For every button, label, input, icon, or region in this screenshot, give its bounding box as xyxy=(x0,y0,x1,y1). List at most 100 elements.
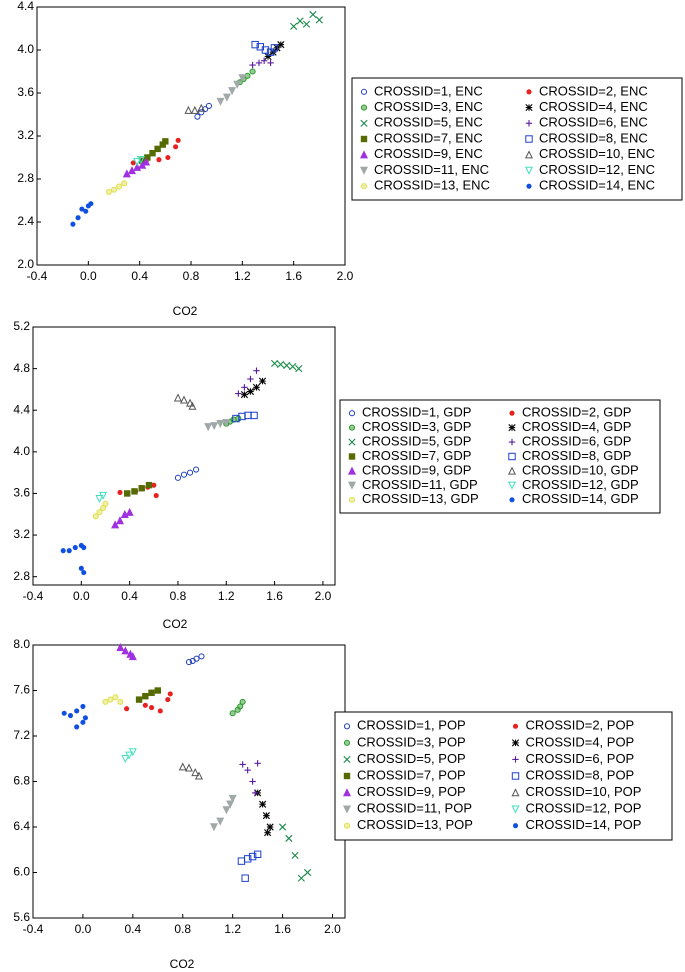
marker xyxy=(241,874,249,882)
y-tick-label: 7.6 xyxy=(13,683,30,697)
marker xyxy=(226,800,235,809)
marker xyxy=(297,874,305,882)
legend-box xyxy=(339,399,661,514)
marker xyxy=(238,74,247,83)
marker xyxy=(184,763,194,772)
marker xyxy=(347,481,357,490)
marker xyxy=(142,702,148,708)
x-tick-label: 0.0 xyxy=(80,269,97,283)
marker xyxy=(526,89,532,95)
marker xyxy=(525,103,533,112)
marker xyxy=(277,360,285,369)
marker xyxy=(74,708,80,714)
legend: CROSSID=1, GDP CROSSID=2, GDP CROSSID=3, G… xyxy=(339,399,661,514)
marker xyxy=(511,739,520,747)
legend-label: CROSSID=3, ENC xyxy=(374,99,483,114)
marker xyxy=(78,565,84,571)
marker xyxy=(210,422,219,431)
marker xyxy=(279,823,287,831)
marker xyxy=(216,420,225,429)
marker xyxy=(343,723,351,730)
legend-label: CROSSID=11, ENC xyxy=(374,162,489,177)
marker xyxy=(154,145,161,153)
x-tick-label: 2.0 xyxy=(324,922,341,936)
marker xyxy=(194,771,203,780)
legend-label: CROSSID=6, GDP xyxy=(522,434,631,449)
marker xyxy=(167,691,173,697)
marker xyxy=(509,410,515,416)
marker xyxy=(264,829,272,837)
legend-label: CROSSID=9, ENC xyxy=(374,146,483,161)
marker xyxy=(186,469,194,476)
marker xyxy=(222,93,231,102)
marker xyxy=(188,401,197,410)
marker xyxy=(125,751,134,760)
legend-box xyxy=(351,77,683,201)
marker xyxy=(228,87,237,96)
marker xyxy=(128,652,137,661)
x-tick-label: -0.4 xyxy=(27,269,48,283)
marker xyxy=(348,424,356,431)
marker xyxy=(525,120,533,127)
marker xyxy=(102,500,109,507)
marker xyxy=(347,466,357,475)
marker xyxy=(249,61,256,69)
marker xyxy=(60,548,66,554)
marker xyxy=(121,755,130,764)
legend-label: CROSSID=12, GDP xyxy=(522,477,639,492)
marker xyxy=(512,723,519,729)
marker xyxy=(157,708,163,714)
marker xyxy=(80,719,86,725)
x-tick-label: 1.6 xyxy=(285,269,302,283)
x-tick-label: 1.6 xyxy=(266,589,283,603)
y-tick-label: 6.0 xyxy=(13,865,30,879)
marker xyxy=(262,812,270,820)
marker xyxy=(116,183,123,190)
marker xyxy=(151,482,157,488)
marker xyxy=(251,789,259,797)
legend-label: CROSSID=8, GDP xyxy=(522,448,631,463)
legend-box xyxy=(334,711,673,841)
marker xyxy=(249,778,256,785)
x-tick-label: -0.4 xyxy=(23,589,44,603)
x-tick-label: 0.4 xyxy=(121,589,138,603)
marker xyxy=(289,362,297,371)
legend-label: CROSSID=13, ENC xyxy=(374,178,490,193)
y-tick-label: 3.2 xyxy=(13,527,30,541)
marker xyxy=(66,548,72,554)
marker xyxy=(526,183,532,189)
marker xyxy=(508,452,516,461)
legend-label: CROSSID=2, POP xyxy=(526,718,635,733)
y-tick-label: 3.6 xyxy=(17,85,34,99)
marker xyxy=(149,705,155,711)
marker xyxy=(235,390,242,397)
marker xyxy=(180,471,188,478)
marker xyxy=(253,850,262,858)
marker xyxy=(248,852,257,861)
marker xyxy=(124,706,130,712)
marker xyxy=(511,788,520,797)
x-tick-label: 0.4 xyxy=(124,922,141,936)
marker xyxy=(173,393,182,402)
marker xyxy=(174,474,182,481)
marker xyxy=(121,646,130,655)
marker xyxy=(342,805,352,814)
marker xyxy=(111,520,120,529)
y-tick-label: 5.2 xyxy=(13,319,30,333)
y-tick-label: 6.4 xyxy=(13,819,30,833)
marker xyxy=(198,109,205,116)
legend-label: CROSSID=12, POP xyxy=(526,801,642,816)
marker xyxy=(70,221,76,227)
x-tick-label: 0.8 xyxy=(183,269,200,283)
marker xyxy=(209,823,218,832)
marker xyxy=(204,423,213,432)
y-tick-label: 5.6 xyxy=(13,910,30,924)
legend-label: CROSSID=13, POP xyxy=(357,817,473,832)
marker xyxy=(83,208,89,214)
marker xyxy=(360,88,368,95)
marker xyxy=(178,762,187,771)
marker xyxy=(222,806,231,815)
marker xyxy=(81,544,87,551)
marker xyxy=(81,569,87,576)
